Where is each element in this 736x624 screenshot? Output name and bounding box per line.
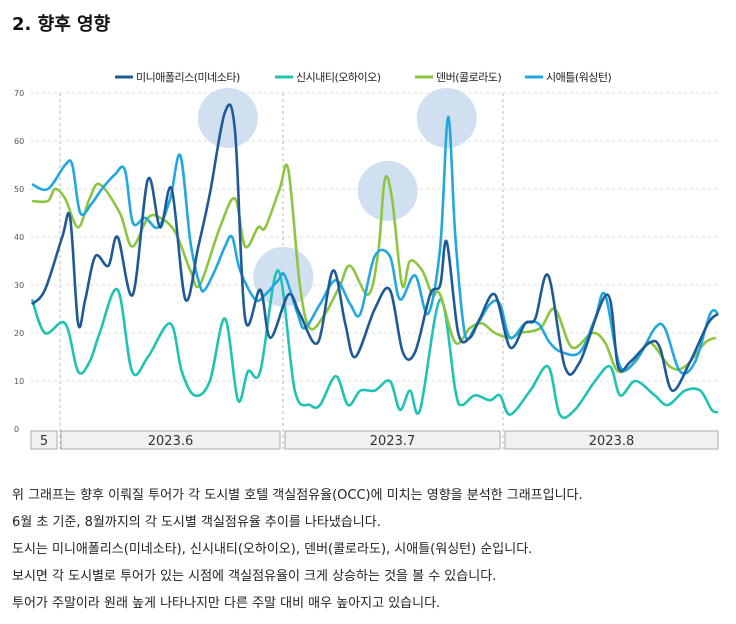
month-band (30, 430, 58, 450)
series-line-2 (30, 269, 719, 420)
paragraph-5: 투어가 주말이라 원래 높게 나타나지만 다른 주말 대비 매우 높아지고 있습… (12, 596, 441, 611)
y-tick-label: 20 (14, 329, 24, 338)
month-band (504, 430, 719, 450)
y-tick-label: 40 (14, 233, 24, 242)
month-band (284, 430, 501, 450)
month-label: 2023.8 (589, 434, 635, 449)
legend-label: 신시내티(오하이오) (296, 70, 381, 84)
month-label: 2023.6 (148, 434, 194, 449)
series-line-3 (31, 163, 717, 374)
paragraph-1: 위 그래프는 향후 이뤄질 투어가 각 도시별 호텔 객실점유율(OCC)에 미… (12, 488, 583, 503)
paragraph-3: 도시는 미니애폴리스(미네소타), 신시내티(오하이오), 덴버(콜로라도), … (12, 542, 533, 557)
section-heading: 2. 향후 영향 (12, 14, 111, 35)
series-line-4 (31, 115, 719, 375)
legend-label: 시애틀(워싱턴) (546, 71, 612, 84)
highlight-circle (197, 87, 258, 148)
legend-label: 덴버(콜로라도) (436, 71, 502, 84)
y-tick-label: 30 (14, 281, 24, 290)
legend-label: 미니애폴리스(미네소타) (136, 71, 240, 84)
month-band (60, 430, 281, 450)
month-label: 5 (40, 434, 48, 449)
highlight-circle (416, 87, 477, 148)
y-tick-label: 60 (14, 137, 24, 146)
paragraph-4: 보시면 각 도시별로 투어가 있는 시점에 객실점유율이 크게 상승하는 것을 … (12, 569, 497, 584)
occupancy-line-chart: 5 2023.6 2023.7 2023.8 미니애폴리스(미네소타) 신시내티(오하이… (14, 70, 720, 450)
paragraph-2: 6월 초 기준, 8월까지의 각 도시별 객실점유율 추이를 나타냈습니다. (12, 515, 381, 530)
series-line-1 (31, 103, 720, 392)
y-tick-label: 0 (14, 425, 19, 434)
month-label: 2023.7 (370, 434, 416, 449)
y-tick-label: 70 (14, 89, 24, 98)
y-tick-label: 50 (14, 185, 24, 194)
highlight-circle (357, 160, 418, 221)
y-tick-label: 10 (14, 377, 24, 386)
